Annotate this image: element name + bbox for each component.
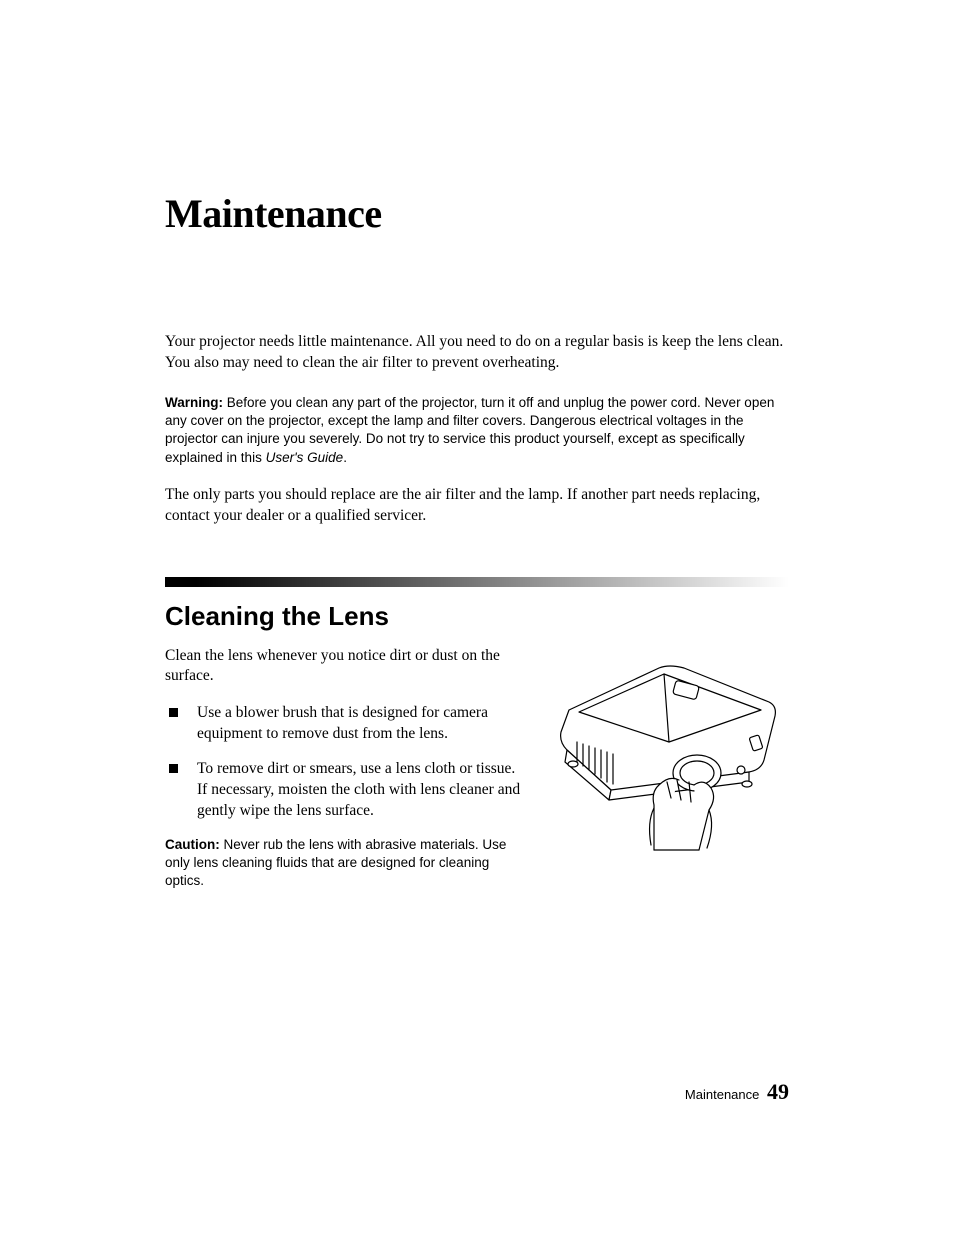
page-number: 49: [767, 1079, 789, 1104]
section-intro: Clean the lens whenever you notice dirt …: [165, 646, 521, 688]
warning-block: Warning: Before you clean any part of th…: [165, 394, 789, 467]
warning-label: Warning:: [165, 395, 223, 410]
section-title: Cleaning the Lens: [165, 601, 789, 632]
section-divider: [165, 577, 789, 587]
warning-text-b: .: [343, 450, 347, 465]
bullet-list: Use a blower brush that is designed for …: [165, 703, 521, 822]
projector-illustration: [539, 650, 789, 855]
intro-paragraph: Your projector needs little maintenance.…: [165, 332, 789, 374]
list-item: To remove dirt or smears, use a lens clo…: [165, 759, 521, 822]
caution-block: Caution: Never rub the lens with abrasiv…: [165, 836, 521, 891]
list-item: Use a blower brush that is designed for …: [165, 703, 521, 745]
chapter-title: Maintenance: [165, 190, 789, 237]
body-paragraph: The only parts you should replace are th…: [165, 485, 789, 527]
footer-label: Maintenance: [685, 1087, 759, 1102]
page-footer: Maintenance 49: [685, 1079, 789, 1105]
caution-label: Caution:: [165, 837, 220, 852]
warning-text-italic: User's Guide: [266, 450, 344, 465]
warning-text-a: Before you clean any part of the project…: [165, 395, 774, 465]
